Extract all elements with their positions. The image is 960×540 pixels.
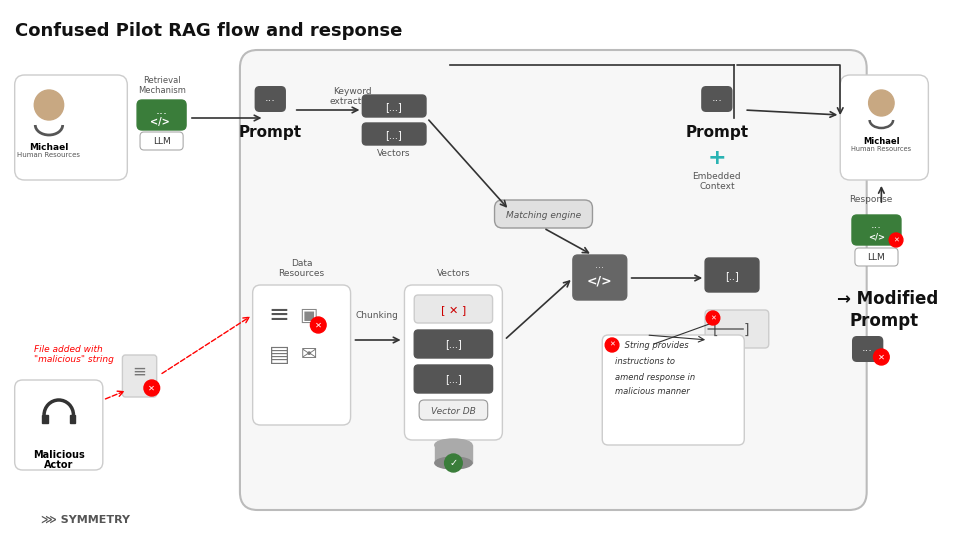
Bar	[42, 415, 48, 423]
Circle shape	[889, 233, 903, 247]
Circle shape	[706, 311, 720, 325]
FancyBboxPatch shape	[14, 75, 128, 180]
FancyBboxPatch shape	[705, 310, 769, 348]
FancyBboxPatch shape	[362, 123, 426, 145]
Circle shape	[444, 454, 462, 472]
Text: [..]: [..]	[725, 271, 738, 281]
Bar	[435, 445, 472, 463]
FancyBboxPatch shape	[420, 400, 488, 420]
Text: Vectors: Vectors	[437, 269, 470, 278]
FancyBboxPatch shape	[573, 255, 627, 300]
Bar	[69, 415, 76, 423]
Text: </>: </>	[150, 117, 173, 127]
FancyBboxPatch shape	[840, 75, 928, 180]
Text: Embedded
Context: Embedded Context	[692, 172, 741, 191]
Text: Matching engine: Matching engine	[506, 211, 581, 219]
Text: File added with
"malicious" string: File added with "malicious" string	[35, 345, 114, 364]
Text: [...]: [...]	[445, 374, 462, 384]
Text: Vector DB: Vector DB	[431, 407, 476, 415]
Text: Human Resources: Human Resources	[17, 152, 81, 158]
Circle shape	[869, 90, 894, 116]
FancyBboxPatch shape	[705, 258, 759, 292]
Text: [...]: [...]	[445, 339, 462, 349]
Text: Vectors: Vectors	[377, 149, 411, 158]
Text: instructions to: instructions to	[615, 357, 675, 367]
FancyBboxPatch shape	[252, 285, 350, 425]
Ellipse shape	[435, 439, 472, 451]
Text: [...]: [...]	[385, 102, 402, 112]
Text: Keyword
extraction: Keyword extraction	[329, 87, 375, 106]
Text: ⋙ SYMMETRY: ⋙ SYMMETRY	[41, 515, 131, 525]
FancyBboxPatch shape	[404, 285, 502, 440]
Text: ✕: ✕	[315, 321, 322, 329]
Text: Prompt: Prompt	[849, 312, 918, 330]
Text: ···: ···	[711, 96, 722, 106]
Text: Data
Resources: Data Resources	[278, 259, 324, 278]
Text: Response: Response	[849, 195, 893, 204]
Text: ✕: ✕	[877, 353, 885, 361]
Text: ✓: ✓	[449, 458, 458, 468]
Text: malicious manner: malicious manner	[615, 388, 689, 396]
FancyBboxPatch shape	[701, 86, 732, 112]
Circle shape	[35, 90, 63, 120]
FancyBboxPatch shape	[123, 355, 156, 397]
FancyBboxPatch shape	[855, 248, 898, 266]
Circle shape	[874, 349, 889, 365]
FancyBboxPatch shape	[602, 335, 744, 445]
Text: Chunking: Chunking	[355, 310, 398, 320]
Text: Confused Pilot RAG flow and response: Confused Pilot RAG flow and response	[14, 22, 402, 40]
FancyBboxPatch shape	[494, 200, 592, 228]
FancyBboxPatch shape	[415, 330, 492, 358]
Text: [: [	[713, 323, 718, 337]
Text: ]: ]	[743, 323, 749, 337]
Text: Michael: Michael	[29, 143, 69, 152]
FancyBboxPatch shape	[254, 86, 286, 112]
Text: ✕: ✕	[710, 315, 716, 321]
FancyBboxPatch shape	[240, 50, 867, 510]
Text: Prompt: Prompt	[239, 125, 301, 140]
FancyBboxPatch shape	[415, 365, 492, 393]
FancyBboxPatch shape	[137, 100, 186, 130]
Text: → Modified: → Modified	[837, 290, 939, 308]
Text: Prompt: Prompt	[685, 125, 749, 140]
Text: ▣: ▣	[300, 306, 318, 325]
Ellipse shape	[435, 457, 472, 469]
Text: ✕: ✕	[610, 342, 615, 348]
Text: ···: ···	[862, 346, 873, 356]
FancyBboxPatch shape	[852, 336, 883, 362]
Circle shape	[310, 317, 326, 333]
Circle shape	[144, 380, 159, 396]
FancyBboxPatch shape	[415, 295, 492, 323]
Text: ···: ···	[595, 263, 604, 273]
FancyBboxPatch shape	[14, 380, 103, 470]
Text: String provides: String provides	[622, 341, 688, 349]
Text: ···: ···	[871, 223, 882, 233]
Text: ≡: ≡	[269, 303, 290, 327]
Text: [...]: [...]	[385, 130, 402, 140]
Text: ···: ···	[156, 108, 168, 121]
Text: </>: </>	[587, 274, 612, 287]
Text: Retrieval
Mechanism: Retrieval Mechanism	[137, 76, 185, 95]
Text: [ ✕ ]: [ ✕ ]	[441, 305, 466, 315]
Text: amend response in: amend response in	[615, 373, 695, 381]
Text: Michael: Michael	[863, 137, 900, 146]
Text: Human Resources: Human Resources	[852, 146, 911, 152]
FancyBboxPatch shape	[140, 132, 183, 150]
FancyBboxPatch shape	[852, 215, 900, 245]
Text: ···: ···	[265, 96, 276, 106]
FancyBboxPatch shape	[362, 95, 426, 117]
Text: ≡: ≡	[132, 363, 146, 381]
Circle shape	[605, 338, 619, 352]
Text: ✉: ✉	[300, 346, 317, 365]
Text: Malicious: Malicious	[33, 450, 84, 460]
Text: LLM: LLM	[153, 138, 171, 146]
Text: ✕: ✕	[893, 237, 899, 243]
Text: Actor: Actor	[44, 460, 74, 470]
Text: ▤: ▤	[269, 345, 290, 365]
Text: LLM: LLM	[868, 253, 885, 262]
Text: +: +	[708, 148, 726, 168]
Text: ✕: ✕	[148, 383, 156, 393]
Text: </>: </>	[868, 232, 885, 241]
